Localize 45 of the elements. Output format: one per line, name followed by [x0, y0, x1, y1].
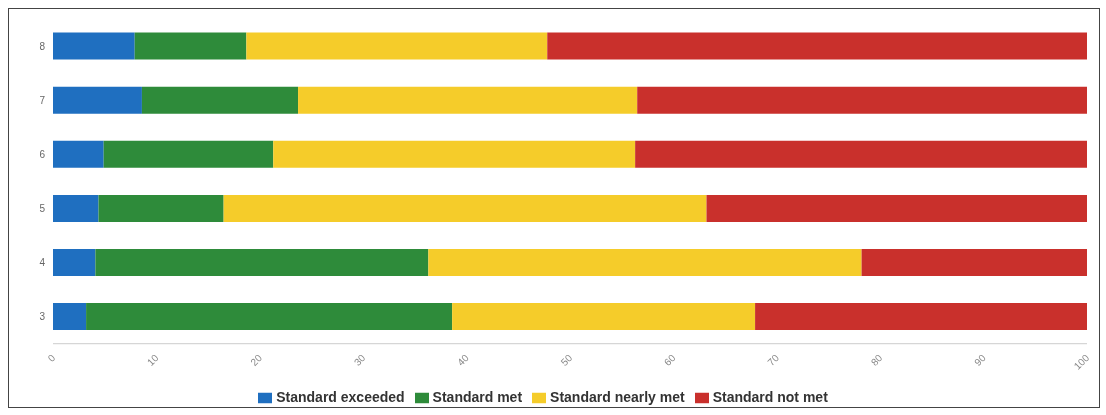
bar	[861, 249, 1087, 276]
bar	[53, 86, 142, 114]
bar	[98, 194, 224, 222]
x-tick-label: 90	[972, 351, 989, 368]
y-tick-label: 4	[39, 257, 46, 269]
x-tick-label: 20	[248, 351, 265, 368]
y-tick-label: 6	[39, 148, 46, 160]
bar	[95, 249, 429, 276]
x-tick-label: 30	[351, 351, 368, 368]
x-tick-label: 70	[765, 351, 782, 368]
bar	[53, 249, 96, 276]
legend-label: Standard met	[432, 388, 523, 405]
bar	[637, 86, 1087, 114]
bar	[273, 140, 636, 168]
x-tick-label: 60	[662, 351, 678, 368]
bar	[53, 140, 104, 168]
bar	[547, 32, 1087, 60]
y-tick-label: 8	[39, 40, 46, 52]
bar	[755, 303, 1087, 331]
legend-label: Standard nearly met	[550, 388, 685, 405]
bar	[452, 303, 756, 331]
bar	[223, 194, 707, 222]
y-tick-label: 5	[39, 202, 46, 214]
bar	[706, 194, 1087, 222]
x-tick-label: 10	[145, 351, 161, 368]
bar	[53, 32, 135, 60]
bar	[246, 32, 548, 60]
bar	[298, 86, 638, 114]
x-tick-label: 80	[868, 351, 885, 368]
legend-label: Standard exceeded	[276, 388, 405, 405]
bar	[141, 86, 299, 114]
x-tick-label: 40	[455, 351, 472, 368]
x-tick-label: 100	[1071, 351, 1092, 372]
bar	[86, 303, 453, 331]
bar	[53, 303, 87, 331]
bar	[428, 249, 862, 276]
y-tick-label: 3	[39, 311, 46, 323]
bar	[53, 194, 99, 222]
bar	[635, 140, 1087, 168]
bar	[103, 140, 274, 168]
y-tick-label: 7	[39, 94, 46, 106]
x-tick-label: 50	[558, 351, 575, 368]
bar	[134, 32, 247, 60]
legend-label: Standard not met	[712, 388, 828, 405]
x-tick-label: 0	[45, 351, 58, 364]
